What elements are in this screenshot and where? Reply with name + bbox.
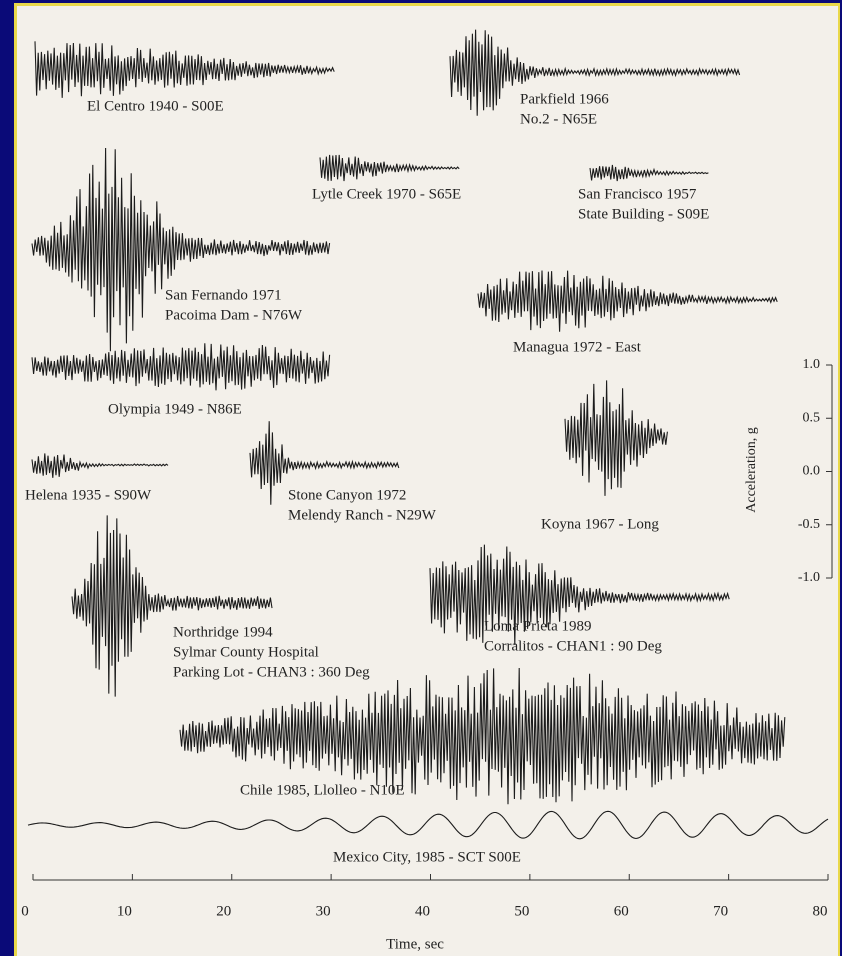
record-label: Koyna 1967 - Long [541,516,659,532]
y-tick-label: -0.5 [798,517,820,532]
waveform [449,29,741,116]
y-axis-label: Acceleration, g [744,427,759,513]
waveform [34,41,335,98]
x-axis-label: Time, sec [386,936,444,952]
record-label: Pacoima Dam - N76W [165,307,303,323]
record-label: San Francisco 1957 [578,186,697,202]
record-label: Managua 1972 - East [513,339,642,355]
record-label: Helena 1935 - S90W [25,487,152,503]
waveform [31,453,169,478]
x-tick-label: 70 [713,903,728,919]
record-label: Stone Canyon 1972 [288,487,406,503]
record-label: Melendy Ranch - N29W [288,507,437,523]
x-tick-label: 40 [415,903,430,919]
waveform [27,810,829,840]
x-tick-label: 30 [316,903,331,919]
waveform [429,544,730,646]
record-label: Chile 1985, Llolleo - N10E [240,782,405,798]
waveform [319,154,460,182]
record-label: Parkfield 1966 [520,91,609,107]
record-label: State Building - S09E [578,206,709,222]
record-label: San Fernando 1971 [165,287,282,303]
record-label: Sylmar County Hospital [173,644,319,660]
waveform [31,343,331,391]
record-label: Parking Lot - CHAN3 : 360 Deg [173,664,370,680]
record-label: Corralitos - CHAN1 : 90 Deg [484,638,662,654]
x-tick-label: 80 [813,903,828,919]
record-label: El Centro 1940 - S00E [87,98,224,114]
record-label: Northridge 1994 [173,624,273,640]
x-tick-label: 10 [117,903,132,919]
waveforms [27,29,829,840]
waveform [31,147,331,352]
y-tick-label: 1.0 [803,357,821,372]
record-label: Mexico City, 1985 - SCT S00E [333,849,521,865]
x-tick-label: 60 [614,903,629,919]
paper [17,6,838,956]
x-tick-label: 50 [514,903,529,919]
record-label: Olympia 1949 - N86E [108,401,242,417]
waveform [589,164,709,182]
y-tick-label: 0.5 [803,410,821,425]
record-label: Loma Prieta 1989 [484,618,591,634]
waveform [249,421,400,505]
waveform [71,515,273,697]
record-label: No.2 - N65E [520,111,597,127]
y-tick-label: 0.0 [803,464,821,479]
waveform [564,380,668,496]
y-tick-label: -1.0 [798,570,820,585]
waveform [477,270,778,332]
record-label: Lytle Creek 1970 - S65E [312,186,461,202]
x-tick-label: 20 [216,903,231,919]
x-tick-label: 0 [21,903,29,919]
waveform [179,667,786,805]
